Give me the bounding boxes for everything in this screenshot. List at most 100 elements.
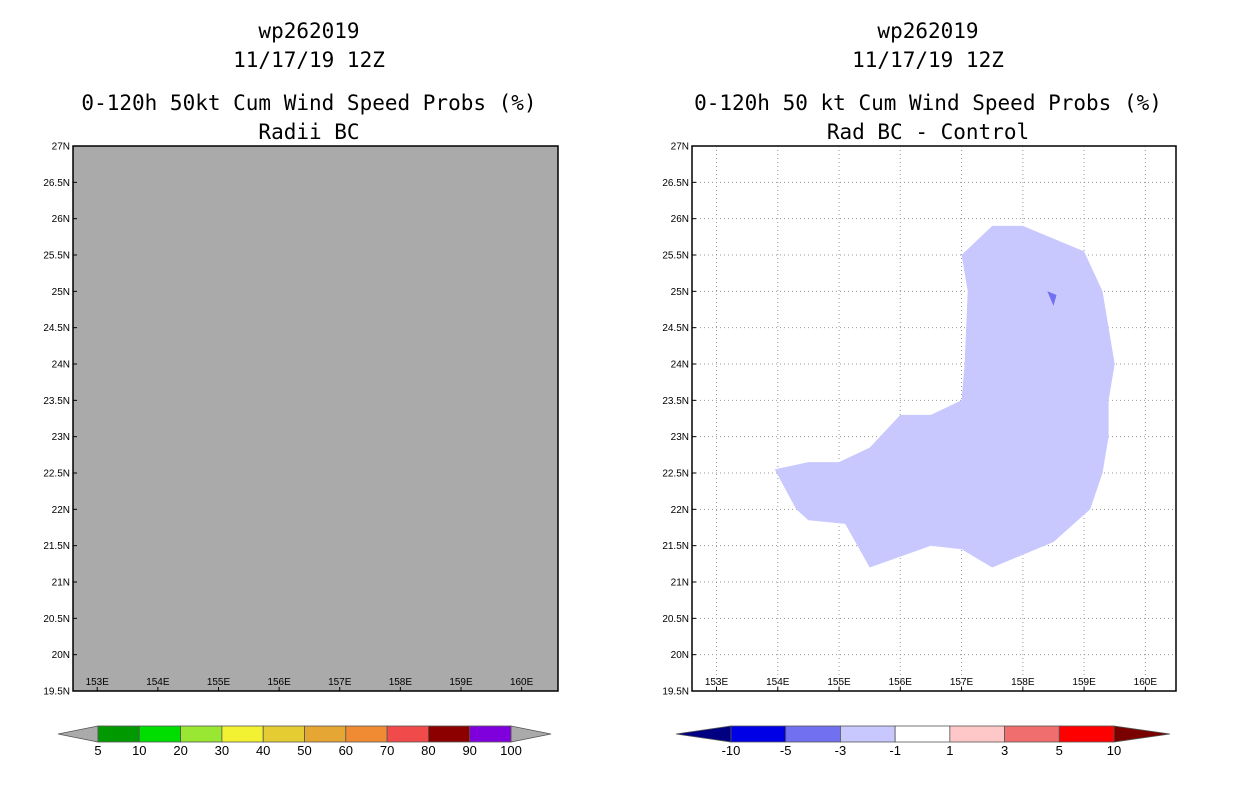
- panel-radii-bc: wp262019 11/17/19 12Z 0-120h 50kt Cum Wi…: [43, 19, 559, 758]
- y-tick-label: 22N: [671, 505, 689, 516]
- colorbar-rad-bc-control: -10 -5 -3 -1 1 3 5 10: [675, 725, 1171, 758]
- y-tick-label: 27N: [52, 142, 70, 153]
- y-tick-label: 23N: [671, 432, 689, 443]
- colorbar-swatch: [97, 725, 140, 743]
- x-tick-label: 154E: [146, 677, 170, 688]
- x-tick-label: 158E: [1011, 677, 1035, 688]
- plot-area-rad-bc-control: 153E 154E 155E 156E 157E 158E 159E 160E 27N 26.5N…: [662, 142, 1177, 698]
- x-tick-label: 160E: [1134, 677, 1158, 688]
- colorbar-label: 30: [215, 743, 229, 758]
- x-tick-label: 155E: [827, 677, 851, 688]
- colorbar-label: -3: [835, 743, 847, 758]
- y-tick-label: 19.5N: [43, 687, 70, 698]
- colorbar-swatch: [138, 725, 182, 743]
- colorbar-swatch: [469, 725, 512, 743]
- chart-title-storm: wp262019: [877, 19, 978, 43]
- colorbar-swatch: [1004, 725, 1060, 743]
- y-tick-label: 21.5N: [662, 541, 689, 552]
- colorbar-swatch: [221, 725, 264, 743]
- y-tick-label: 22.5N: [662, 469, 689, 480]
- y-tick-label: 20.5N: [662, 614, 689, 625]
- colorbar-label: 5: [94, 743, 101, 758]
- plot-area-radii-bc: 153E 154E 155E 156E 157E 158E 159E 160E 27N 26.5N…: [43, 142, 559, 698]
- contour-region: [774, 225, 1115, 568]
- colorbar-label: 40: [256, 743, 270, 758]
- colorbar-swatch: [949, 725, 1005, 743]
- x-tick-label: 158E: [389, 677, 413, 688]
- plot-frame: [691, 145, 1177, 692]
- x-tick-label: 153E: [86, 677, 110, 688]
- colorbar-label: 50: [297, 743, 311, 758]
- y-tick-label: 23.5N: [43, 396, 70, 407]
- colorbar-under-arrow: [675, 725, 732, 743]
- colorbar-label: 1: [946, 743, 953, 758]
- y-tick-label: 24.5N: [662, 323, 689, 334]
- colorbar-label: 60: [339, 743, 353, 758]
- colorbar-swatch: [304, 725, 347, 743]
- colorbar-label: 90: [462, 743, 476, 758]
- y-tick-label: 23.5N: [662, 396, 689, 407]
- colorbar-swatch: [180, 725, 223, 743]
- x-tick-label: 157E: [950, 677, 974, 688]
- x-tick-label: 159E: [449, 677, 473, 688]
- colorbar-swatch: [427, 725, 471, 743]
- y-tick-label: 20N: [671, 650, 689, 661]
- panel-rad-bc-control: wp262019 11/17/19 12Z 0-120h 50 kt Cum W…: [662, 19, 1177, 758]
- y-tick-label: 25N: [671, 287, 689, 298]
- colorbar-swatch: [840, 725, 896, 743]
- y-tick-label: 26.5N: [43, 178, 70, 189]
- y-tick-label: 21N: [52, 578, 70, 589]
- colorbar-radii-bc: 5 10 20 30 40 50 60 70 80 90 100: [57, 725, 552, 758]
- x-tick-label: 156E: [267, 677, 291, 688]
- y-tick-label: 27N: [671, 142, 689, 153]
- x-tick-label: 157E: [328, 677, 352, 688]
- y-tick-label: 24.5N: [43, 323, 70, 334]
- contour-region: [1047, 291, 1057, 306]
- chart-title-subtitle: Rad BC - Control: [827, 120, 1029, 144]
- colorbar-label: 20: [173, 743, 187, 758]
- x-tick-label: 160E: [510, 677, 534, 688]
- y-tick-label: 25.5N: [662, 251, 689, 262]
- colorbar-swatch: [730, 725, 787, 743]
- y-tick-label: 22N: [52, 505, 70, 516]
- y-tick-label: 24N: [671, 360, 689, 371]
- plot-background: [73, 146, 558, 691]
- colorbar-label: -1: [889, 743, 901, 758]
- colorbar-over-arrow: [1113, 725, 1171, 743]
- chart-title-subtitle: Radii BC: [258, 120, 359, 144]
- chart-title-product: 0-120h 50kt Cum Wind Speed Probs (%): [81, 91, 536, 115]
- y-tick-label: 19.5N: [662, 687, 689, 698]
- colorbar-label: 80: [421, 743, 435, 758]
- colorbar-over-arrow: [510, 725, 552, 743]
- colorbar-label: 100: [500, 743, 522, 758]
- y-tick-label: 26N: [671, 214, 689, 225]
- y-tick-label: 25N: [52, 287, 70, 298]
- colorbar-label: 5: [1056, 743, 1063, 758]
- chart-title-date: 11/17/19 12Z: [233, 48, 385, 72]
- y-tick-label: 20.5N: [43, 614, 70, 625]
- colorbar-swatch: [1058, 725, 1115, 743]
- colorbar-swatch: [894, 725, 951, 743]
- chart-title-date: 11/17/19 12Z: [852, 48, 1004, 72]
- colorbar-label: 10: [132, 743, 146, 758]
- colorbar-under-arrow: [57, 725, 99, 743]
- y-tick-label: 23N: [52, 432, 70, 443]
- colorbar-swatch: [262, 725, 305, 743]
- y-tick-label: 21N: [671, 578, 689, 589]
- colorbar-label: 70: [380, 743, 394, 758]
- colorbar-swatch: [345, 725, 388, 743]
- y-tick-label: 25.5N: [43, 251, 70, 262]
- colorbar-label: 3: [1001, 743, 1008, 758]
- colorbar-swatch: [785, 725, 841, 743]
- colorbar-label: -5: [780, 743, 792, 758]
- y-tick-label: 22.5N: [43, 469, 70, 480]
- y-tick-label: 26.5N: [662, 178, 689, 189]
- y-tick-label: 21.5N: [43, 541, 70, 552]
- x-tick-label: 156E: [889, 677, 913, 688]
- y-tick-label: 26N: [52, 214, 70, 225]
- y-tick-label: 20N: [52, 650, 70, 661]
- x-tick-label: 154E: [766, 677, 790, 688]
- colorbar-label: 10: [1107, 743, 1121, 758]
- y-tick-label: 24N: [52, 360, 70, 371]
